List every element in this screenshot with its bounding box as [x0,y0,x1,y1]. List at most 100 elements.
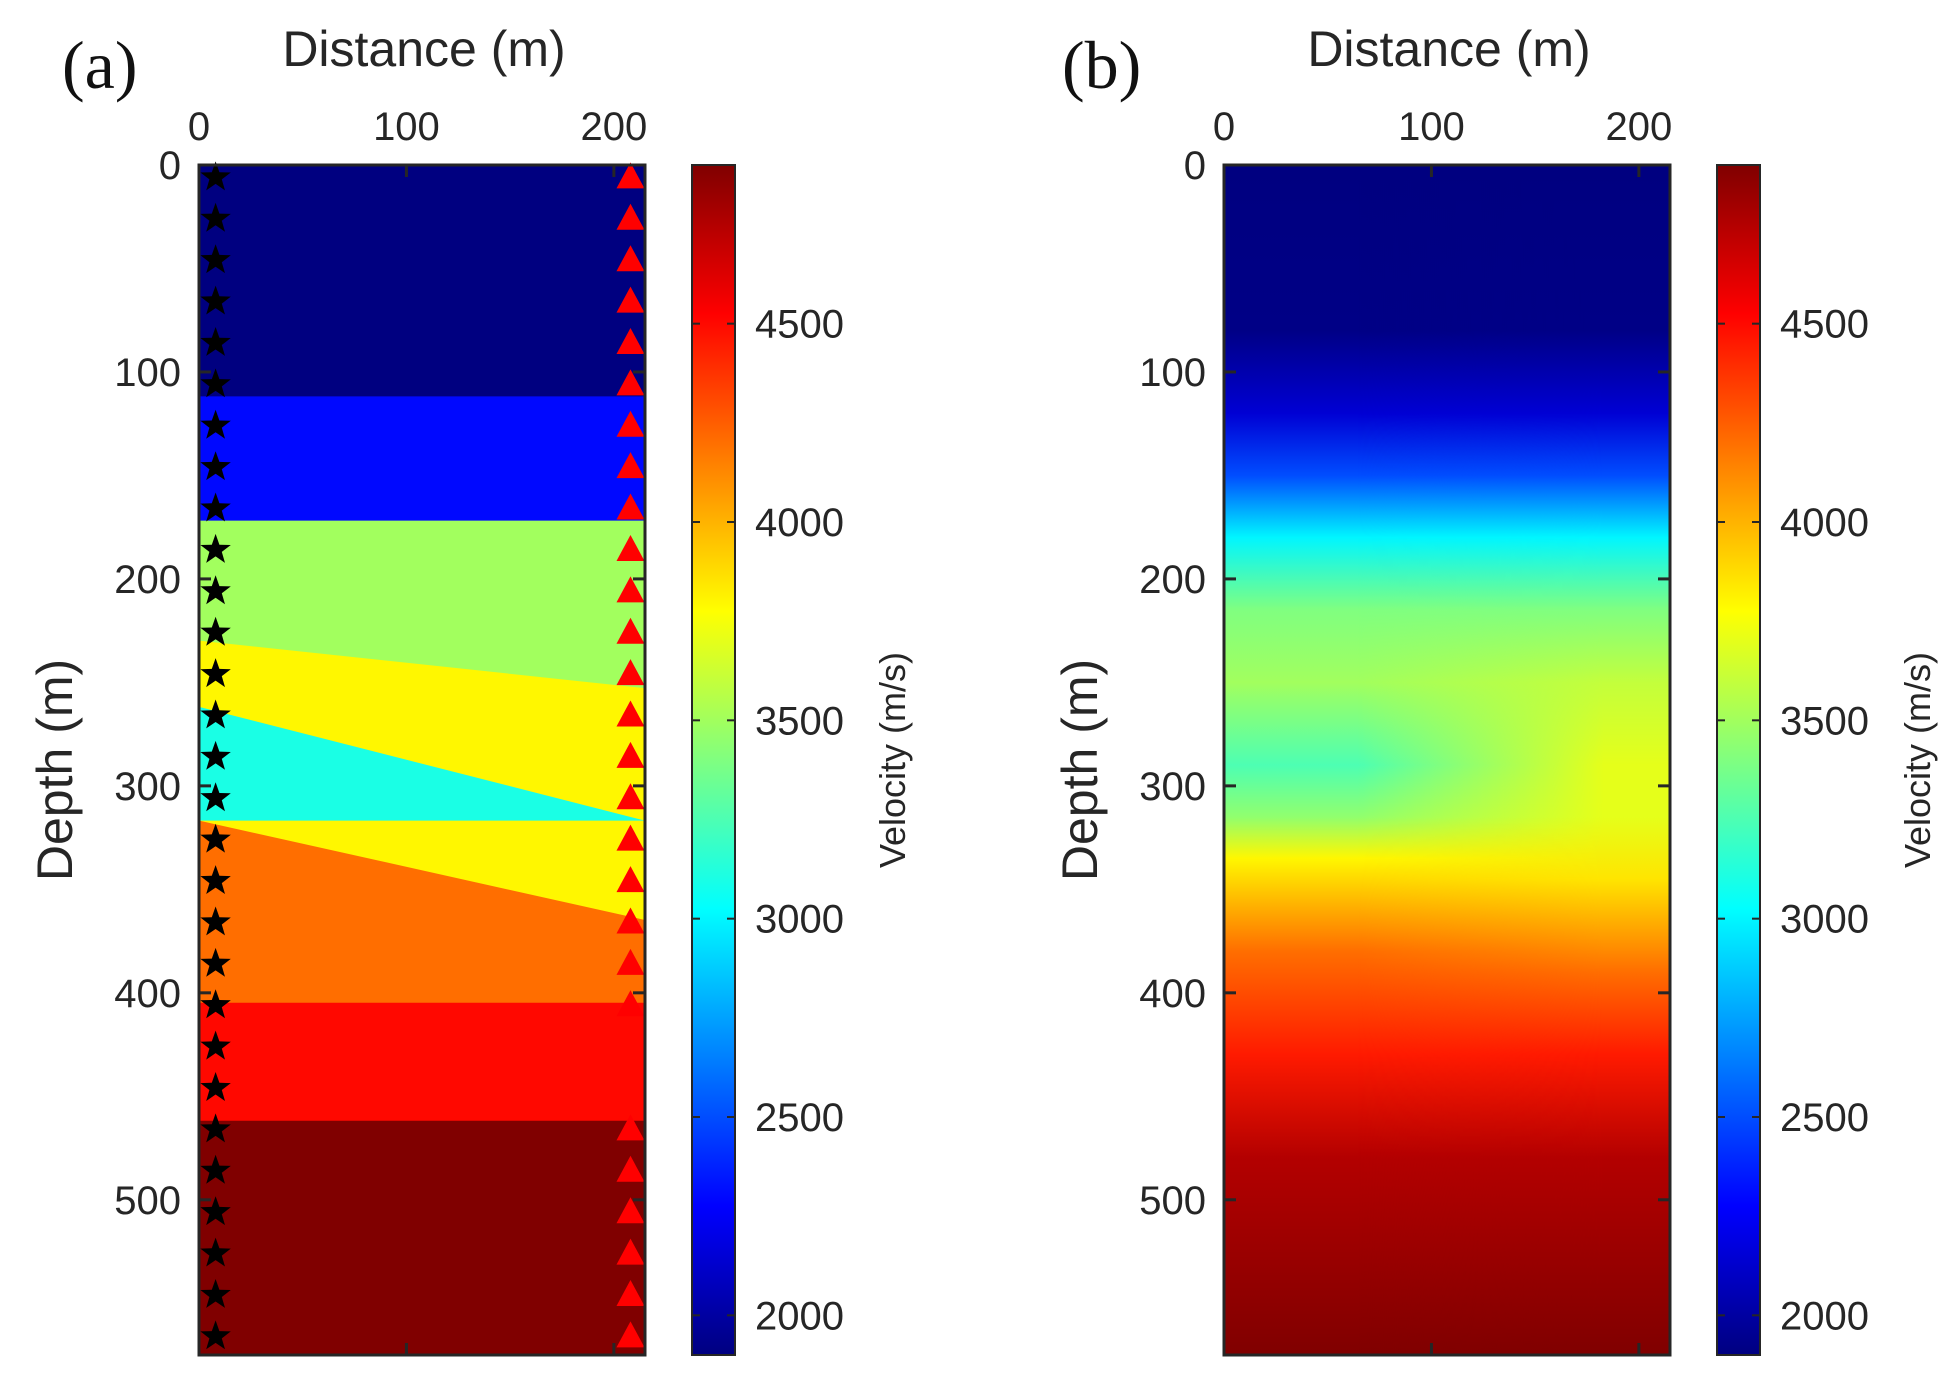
panel-b-label: (b) [1062,27,1141,103]
receiver-triangle [616,700,645,727]
source-star [200,1320,231,1350]
receiver-triangle [616,203,645,230]
source-star [200,1196,231,1226]
source-star [200,906,231,936]
source-star [200,244,231,274]
receiver-triangle [616,1279,645,1306]
receiver-triangle [616,162,645,189]
receiver-triangle [616,617,645,644]
source-star [200,533,231,563]
y-tick-label: 400 [1139,972,1206,1016]
x-tick-label: 0 [1213,105,1235,149]
panel-a-markers [200,161,645,1350]
x-tick-label: 100 [373,105,440,149]
receiver-triangle [616,534,645,561]
panel-a-label: (a) [62,27,137,103]
receiver-triangle [616,824,645,851]
receiver-triangle [616,1114,645,1141]
source-star [200,575,231,605]
receiver-triangle [616,410,645,437]
colorbar-tick-label: 3000 [755,898,844,942]
source-star [200,161,231,191]
source-star [200,865,231,894]
panel-a-true-velocity-model: (a) Distance (m) Depth (m) 0 100 200 0 100 2… [27,21,913,1357]
y-tick-label: 500 [1139,1179,1206,1223]
receiver-triangle [616,369,645,396]
panel-a-y-ticks: 0 100 200 300 400 500 [114,144,645,1223]
source-star [200,451,231,481]
velocity-layer-1 [198,164,646,398]
velocity-layer-2 [198,396,646,522]
panel-b-plot-frame [1222,163,1672,1357]
panel-b-y-ticks: 0 100 200 300 400 500 [1139,144,1670,1223]
receiver-triangle [616,783,645,810]
source-star [200,1154,231,1184]
x-tick-label: 200 [1606,105,1673,149]
source-star [200,409,231,439]
y-tick-label: 200 [1139,558,1206,602]
colorbar-tick-label: 3000 [1780,898,1869,942]
colorbar-tick-label: 2500 [1780,1096,1869,1140]
colorbar-tick-label: 4500 [1780,303,1869,347]
colorbar-tick-label: 3500 [755,699,844,743]
source-star [200,989,231,1019]
source-star [200,823,231,853]
y-tick-label: 300 [1139,765,1206,809]
source-star [200,1113,231,1143]
source-star [200,947,231,977]
x-tick-label: 100 [1398,105,1465,149]
source-star [200,782,231,812]
velocity-layer-9 [198,1120,646,1356]
panel-b-colorbar-ticks: 2000 2500 3000 3500 4000 4500 [1717,303,1869,1338]
receiver-triangle [616,948,645,975]
y-tick-label: 200 [114,558,181,602]
velocity-layer-8 [198,1002,646,1122]
receiver-triangle [616,741,645,768]
panel-b-colorbar [1716,164,1761,1356]
source-star [200,1237,231,1267]
receiver-triangle [616,1197,645,1224]
receiver-triangle [616,576,645,603]
receiver-triangle [616,452,645,479]
receiver-triangle [616,659,645,686]
panel-b-y-axis-title: Depth (m) [1052,659,1108,881]
panel-a-x-ticks: 0 100 200 [188,105,647,1355]
colorbar-tick-label: 4000 [755,501,844,545]
source-star [200,368,231,398]
panel-a-colorbar-title: Velocity (m/s) [872,652,913,868]
source-star [200,202,231,232]
colorbar-tick-label: 2000 [1780,1294,1869,1338]
source-star [200,492,231,522]
source-star [200,285,231,315]
panel-b-smoothed-velocity-model: (b) Distance (m) Depth (m) 0 100 200 0 100 2… [1052,21,1938,1357]
receiver-triangle [616,493,645,520]
y-tick-label: 300 [114,765,181,809]
panel-a-colorbar [691,164,736,1356]
receiver-triangle [616,286,645,313]
receiver-triangle [616,327,645,354]
y-tick-label: 500 [114,1179,181,1223]
y-tick-label: 100 [114,351,181,395]
velocity-field-overlay [1224,165,1670,1355]
panel-a-colorbar-ticks: 2000 2500 3000 3500 4000 4500 [692,303,844,1338]
source-star [200,1279,231,1308]
receiver-triangle [616,907,645,934]
source-star [200,1030,231,1060]
x-tick-label: 200 [581,105,648,149]
source-star [200,1072,231,1101]
receiver-triangle [616,245,645,272]
source-star [200,699,231,729]
panel-b-x-ticks: 0 100 200 [1213,105,1672,1355]
receiver-triangle [616,1155,645,1182]
panel-b-x-axis-title: Distance (m) [1307,21,1590,77]
panel-a-plot-frame [197,163,647,1357]
receiver-triangle [616,866,645,893]
source-star [200,658,231,688]
source-star [200,327,231,356]
receiver-triangle [616,1321,645,1348]
panel-b-colorbar-title: Velocity (m/s) [1897,652,1938,868]
source-star [200,616,231,646]
y-tick-label: 0 [159,144,181,188]
colorbar-tick-label: 2000 [755,1294,844,1338]
